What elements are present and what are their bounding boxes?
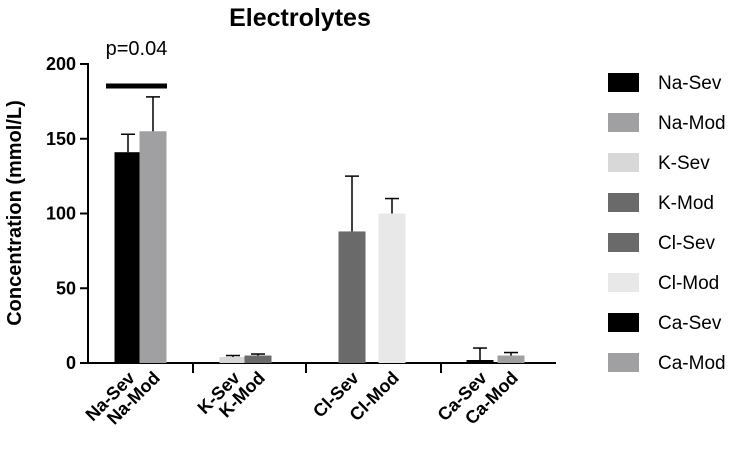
y-tick-label: 50 [56,278,76,298]
legend-label: Cl-Mod [658,273,719,294]
y-tick-label: 200 [46,54,76,74]
legend-label: Na-Mod [658,113,726,134]
y-tick-label: 150 [46,129,76,149]
bar [497,355,525,363]
bar [338,231,366,363]
legend-label: K-Mod [658,193,714,214]
legend-label: Cl-Sev [658,233,716,254]
legend-label: Ca-Mod [658,353,726,374]
legend-swatch [608,233,639,252]
legend-swatch [608,113,639,132]
legend-label: Ca-Sev [658,313,722,334]
bar [114,152,142,363]
y-axis-label: Concentration (mmol/L) [4,100,26,326]
legend: Na-Sev Na-Mod K-Sev K-Mod Cl-Sev Cl-Mod Ca-Sev… [608,73,726,374]
bar [378,213,406,363]
bar [219,357,247,363]
legend-swatch [608,313,639,332]
bar [139,131,167,363]
legend-label: K-Sev [658,153,710,174]
bar [466,360,494,363]
legend-swatch [608,153,639,172]
y-tick-label: 100 [46,204,76,224]
legend-swatch [608,73,639,92]
significance-label: p=0.04 [106,38,168,60]
y-tick-label: 0 [66,353,76,373]
legend-swatch [608,193,639,212]
legend-swatch [608,273,639,292]
legend-swatch [608,353,639,372]
bar [244,355,272,363]
chart-title: Electrolytes [229,4,371,32]
legend-label: Na-Sev [658,73,722,94]
